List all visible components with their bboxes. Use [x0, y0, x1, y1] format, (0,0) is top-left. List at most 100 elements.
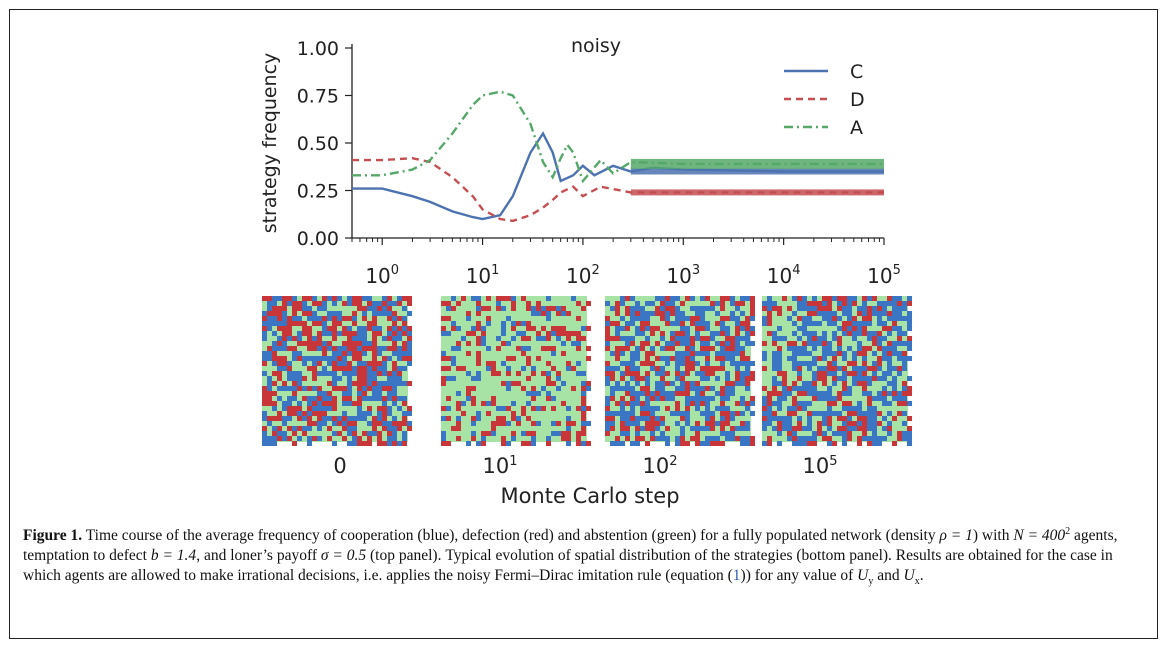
lattice-cell [312, 316, 317, 321]
lattice-cell [630, 366, 635, 371]
lattice-cell [807, 441, 812, 446]
lattice-cell [907, 426, 912, 431]
lattice-cell [700, 336, 705, 341]
lattice-cell [287, 386, 292, 391]
lattice-cell [812, 356, 817, 361]
lattice-cell [362, 311, 367, 316]
lattice-cell [501, 436, 506, 441]
lattice-cell [710, 441, 715, 446]
lattice-cell [402, 411, 407, 416]
lattice-cell [720, 431, 725, 436]
lattice-cell [267, 296, 272, 301]
lattice-cell [837, 426, 842, 431]
lattice-cell [446, 406, 451, 411]
lattice-cell [267, 441, 272, 446]
lattice-cell [347, 431, 352, 436]
lattice-cell [827, 421, 832, 426]
lattice-cell [347, 366, 352, 371]
lattice-cell [907, 376, 912, 381]
lattice-cell [862, 361, 867, 366]
lattice-cell [797, 426, 802, 431]
lattice-cell [675, 391, 680, 396]
equation-link[interactable]: 1 [732, 567, 741, 585]
lattice-cell [377, 361, 382, 366]
lattice-cell [471, 386, 476, 391]
lattice-cell [387, 426, 392, 431]
lattice-cell [615, 321, 620, 326]
lattice-cell [887, 371, 892, 376]
x-tick-label: 105 [867, 263, 901, 288]
lattice-cell [347, 416, 352, 421]
lattice-cell [407, 361, 412, 366]
lattice-cell [767, 436, 772, 441]
lattice-cell [605, 321, 610, 326]
lattice-cell [491, 426, 496, 431]
lattice-cell [615, 331, 620, 336]
lattice-cell [561, 306, 566, 311]
lattice-cell [362, 326, 367, 331]
lattice-cell [481, 326, 486, 331]
lattice-cell [872, 361, 877, 366]
lattice-cell [277, 311, 282, 316]
lattice-cell [461, 366, 466, 371]
lattice-cell [615, 301, 620, 306]
lattice-cell [625, 296, 630, 301]
lattice-cell [710, 336, 715, 341]
lattice-cell [551, 351, 556, 356]
lattice-cell [842, 436, 847, 441]
lattice-cell [782, 396, 787, 401]
lattice-cell [357, 406, 362, 411]
lattice-cell [700, 441, 705, 446]
lattice-cell [496, 421, 501, 426]
lattice-cell [817, 371, 822, 376]
lattice-cell [690, 336, 695, 341]
lattice-cell [347, 401, 352, 406]
lattice-cell [546, 396, 551, 401]
snapshot-panel-0 [262, 296, 412, 446]
lattice-cell [680, 321, 685, 326]
lattice-cell [357, 401, 362, 406]
lattice-cell [367, 381, 372, 386]
lattice-cell [287, 411, 292, 416]
lattice-cell [297, 306, 302, 311]
lattice-cell [262, 316, 267, 321]
lattice-cell [466, 311, 471, 316]
lattice-cell [561, 341, 566, 346]
lattice-cell [685, 441, 690, 446]
lattice-cell [277, 436, 282, 441]
lattice-cell [392, 386, 397, 391]
lattice-cell [670, 331, 675, 336]
lattice-cell [715, 301, 720, 306]
lattice-cell [802, 441, 807, 446]
lattice-cell [407, 331, 412, 336]
lattice-cell [877, 316, 882, 321]
lattice-cell [541, 346, 546, 351]
lattice-cell [872, 421, 877, 426]
lattice-cell [531, 431, 536, 436]
lattice-cell [777, 381, 782, 386]
lattice-cell [735, 341, 740, 346]
lattice-cell [720, 316, 725, 321]
lattice-cell [332, 441, 337, 446]
lattice-cell [382, 406, 387, 411]
lattice-cell [262, 311, 267, 316]
lattice-cell [802, 301, 807, 306]
lattice-cell [740, 336, 745, 341]
lattice-cell [362, 396, 367, 401]
lattice-cell [762, 366, 767, 371]
lattice-cell [476, 296, 481, 301]
lattice-cell [476, 336, 481, 341]
lattice-cell [902, 361, 907, 366]
lattice-cell [586, 356, 591, 361]
lattice-cell [710, 386, 715, 391]
lattice-cell [635, 396, 640, 401]
lattice-cell [665, 321, 670, 326]
lattice-cell [367, 301, 372, 306]
lattice-cell [342, 351, 347, 356]
lattice-cell [267, 301, 272, 306]
lattice-cell [357, 441, 362, 446]
lattice-cell [302, 331, 307, 336]
lattice-cell [317, 331, 322, 336]
lattice-cell [852, 296, 857, 301]
series-line-A [352, 90, 884, 184]
